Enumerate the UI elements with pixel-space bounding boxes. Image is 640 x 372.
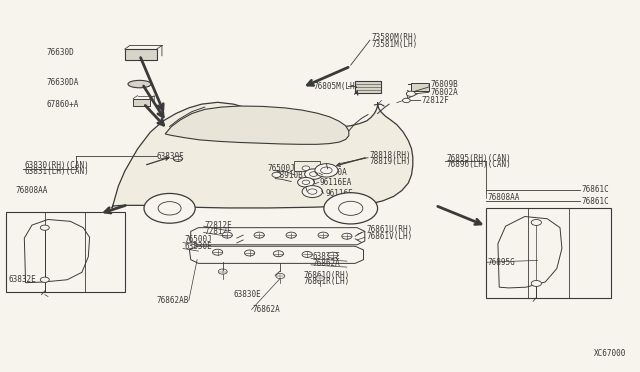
Text: 76862A: 76862A (253, 305, 280, 314)
Circle shape (531, 219, 541, 225)
Text: 63830E: 63830E (312, 252, 340, 261)
Text: 67860+A: 67860+A (46, 100, 79, 109)
Ellipse shape (128, 80, 151, 88)
Text: 76895G: 76895G (488, 258, 515, 267)
Text: 76500J: 76500J (268, 164, 295, 173)
Circle shape (144, 193, 195, 223)
Circle shape (298, 177, 314, 187)
Circle shape (302, 186, 323, 198)
Text: 73580M(RH): 73580M(RH) (371, 33, 417, 42)
Text: 76808AA: 76808AA (16, 186, 49, 195)
Circle shape (531, 280, 541, 286)
Text: 76861C: 76861C (581, 185, 609, 194)
Text: 76861C: 76861C (581, 197, 609, 206)
Text: 76862A: 76862A (312, 259, 340, 267)
Circle shape (244, 250, 255, 256)
Bar (133, 99, 150, 106)
Bar (6, 212, 125, 292)
Text: 72812E: 72812E (205, 227, 232, 236)
Circle shape (342, 233, 352, 239)
Bar (125, 49, 157, 60)
Text: XC67000: XC67000 (593, 349, 626, 358)
Bar (411, 83, 429, 91)
Circle shape (276, 273, 285, 279)
Text: 76862AB: 76862AB (157, 296, 189, 305)
Text: 63830(RH)(CAN): 63830(RH)(CAN) (24, 161, 89, 170)
Circle shape (254, 232, 264, 238)
Text: 78850A: 78850A (320, 169, 348, 177)
Text: 63832E: 63832E (8, 275, 36, 283)
Text: 63830E: 63830E (157, 152, 184, 161)
Circle shape (318, 232, 328, 238)
Circle shape (40, 225, 49, 230)
Text: 76805M(LH): 76805M(LH) (314, 82, 360, 91)
Polygon shape (165, 106, 349, 144)
Circle shape (273, 251, 284, 257)
Circle shape (406, 91, 415, 96)
Bar (355, 81, 381, 93)
Text: 73581M(LH): 73581M(LH) (371, 40, 417, 49)
Text: 63830E: 63830E (234, 290, 261, 299)
Text: 76500J: 76500J (184, 235, 212, 244)
Circle shape (212, 249, 223, 255)
Bar (486, 208, 611, 298)
Text: 76808AA: 76808AA (488, 193, 520, 202)
Circle shape (403, 98, 410, 103)
Circle shape (173, 156, 182, 161)
Text: 63830E: 63830E (184, 242, 212, 251)
Text: 96116E: 96116E (325, 189, 353, 198)
Circle shape (315, 164, 338, 177)
Text: 76809B: 76809B (430, 80, 458, 89)
Text: 63831(LH)(CAN): 63831(LH)(CAN) (24, 167, 89, 176)
Circle shape (328, 252, 338, 258)
Text: 96116EA: 96116EA (320, 178, 353, 187)
Text: 76861U(RH): 76861U(RH) (366, 225, 412, 234)
Text: 76895(RH)(CAN): 76895(RH)(CAN) (447, 154, 511, 163)
Circle shape (222, 232, 232, 238)
Text: 78819(LH): 78819(LH) (370, 157, 412, 166)
Circle shape (218, 269, 227, 274)
Text: 76861Q(RH): 76861Q(RH) (304, 271, 350, 280)
Text: 78818(RH): 78818(RH) (370, 151, 412, 160)
Text: 78910B: 78910B (275, 171, 303, 180)
Circle shape (305, 169, 323, 179)
Text: 72812E: 72812E (205, 221, 232, 230)
Circle shape (40, 277, 49, 282)
Circle shape (316, 276, 324, 281)
Circle shape (302, 166, 310, 170)
Polygon shape (112, 102, 413, 208)
Circle shape (302, 251, 312, 257)
Circle shape (272, 172, 281, 177)
Text: 76861V(LH): 76861V(LH) (366, 232, 412, 241)
Bar (294, 161, 320, 171)
Text: 76802A: 76802A (430, 88, 458, 97)
Circle shape (286, 232, 296, 238)
Text: 76861R(LH): 76861R(LH) (304, 278, 350, 286)
Text: 72812F: 72812F (421, 96, 449, 105)
Text: 76630DA: 76630DA (46, 78, 79, 87)
Circle shape (324, 193, 378, 224)
Text: 76630D: 76630D (46, 48, 74, 57)
Text: 76896(LH)(CAN): 76896(LH)(CAN) (447, 160, 511, 169)
